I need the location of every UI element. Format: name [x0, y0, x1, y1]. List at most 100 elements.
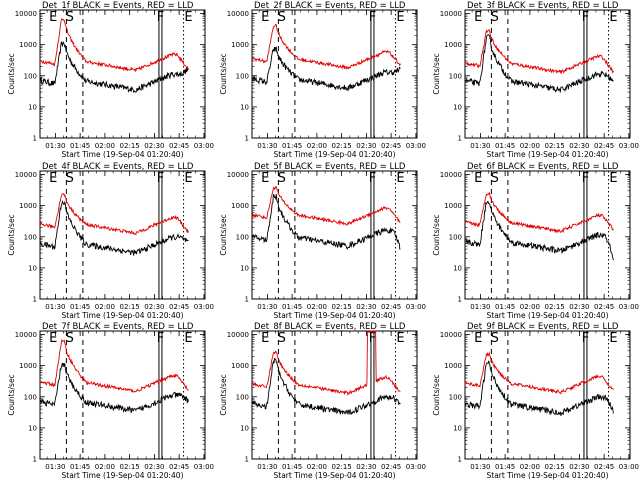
lld-curve	[251, 186, 401, 226]
detector-panel-7: Det_7f BLACK = Events, RED = LLD 1 10 100 10…	[7, 322, 214, 480]
interval-letter: E	[184, 331, 192, 346]
x-tick-label: 02:30	[144, 303, 164, 311]
x-tick-label: 01:45	[282, 142, 302, 150]
y-tick-label: 1000	[231, 41, 249, 49]
panel-title: Det_2f BLACK = Events, RED = LLD	[254, 1, 406, 11]
x-tick-label: 03:00	[619, 303, 639, 311]
events-curve	[464, 360, 614, 416]
y-axis-label: Counts/sec	[432, 374, 441, 415]
x-axis-label: Start Time (19-Sep-04 01:20:40)	[487, 471, 609, 480]
x-axis-label: Start Time (19-Sep-04 01:20:40)	[274, 150, 396, 159]
detector-panel-4: Det_4f BLACK = Events, RED = LLD 1 10 100 10…	[7, 162, 214, 320]
interval-letter: S	[66, 331, 74, 346]
lld-curve	[251, 23, 401, 71]
interval-letter: E	[396, 171, 404, 186]
x-tick-label: 01:30	[257, 142, 277, 150]
y-tick-label: 1	[458, 135, 462, 143]
y-tick-label: 100	[24, 72, 37, 80]
panel-title: Det_3f BLACK = Events, RED = LLD	[467, 1, 619, 11]
events-curve	[251, 194, 401, 250]
detector-panel-2: Det_2f BLACK = Events, RED = LLD 1 10 100 10…	[219, 1, 426, 159]
plot-frame	[251, 9, 418, 139]
x-tick-label: 01:30	[45, 463, 65, 471]
interval-letter: E	[609, 331, 617, 346]
x-tick-label: 02:45	[169, 303, 189, 311]
y-tick-label: 1000	[444, 362, 462, 370]
panel-title: Det_7f BLACK = Events, RED = LLD	[42, 322, 194, 332]
interval-letter: S	[66, 10, 74, 25]
x-tick-label: 03:00	[406, 142, 426, 150]
x-axis-label: Start Time (19-Sep-04 01:20:40)	[274, 471, 396, 480]
lld-curve	[464, 351, 614, 395]
plot-frame	[464, 170, 631, 300]
panel-title: Det_4f BLACK = Events, RED = LLD	[42, 162, 194, 172]
x-tick-label: 02:45	[594, 142, 614, 150]
events-curve	[464, 200, 614, 261]
x-tick-label: 01:45	[495, 303, 515, 311]
x-tick-label: 02:15	[545, 463, 565, 471]
y-tick-label: 10	[240, 103, 249, 111]
y-tick-label: 10000	[440, 171, 462, 179]
events-curve	[251, 46, 401, 92]
x-tick-label: 01:45	[70, 463, 90, 471]
x-tick-label: 01:45	[70, 142, 90, 150]
x-tick-label: 02:45	[381, 303, 401, 311]
x-tick-label: 03:00	[406, 303, 426, 311]
x-tick-label: 01:45	[282, 303, 302, 311]
interval-letter: F	[369, 171, 376, 186]
x-axis-label: Start Time (19-Sep-04 01:20:40)	[274, 311, 396, 320]
y-tick-label: 10	[28, 264, 37, 272]
plot-frame	[39, 170, 206, 300]
y-tick-label: 1	[33, 135, 37, 143]
y-tick-label: 100	[236, 393, 249, 401]
interval-letter: S	[491, 331, 499, 346]
x-tick-label: 02:15	[120, 142, 140, 150]
x-tick-label: 01:45	[282, 463, 302, 471]
x-tick-label: 02:00	[520, 142, 540, 150]
y-tick-label: 10	[28, 424, 37, 432]
x-tick-label: 02:15	[332, 303, 352, 311]
y-tick-label: 10000	[227, 10, 249, 18]
plot-frame	[39, 330, 206, 460]
y-tick-label: 10	[453, 264, 462, 272]
y-axis-label: Counts/sec	[219, 53, 228, 94]
x-tick-label: 02:00	[520, 303, 540, 311]
panel-title: Det_6f BLACK = Events, RED = LLD	[467, 162, 619, 172]
interval-letter: E	[609, 171, 617, 186]
y-tick-label: 1	[245, 135, 249, 143]
y-tick-label: 1000	[19, 41, 37, 49]
x-tick-label: 01:45	[495, 142, 515, 150]
y-tick-label: 10	[28, 103, 37, 111]
y-axis-label: Counts/sec	[7, 214, 16, 255]
interval-letter: E	[474, 171, 482, 186]
lld-curve	[39, 192, 189, 236]
y-tick-label: 10000	[227, 171, 249, 179]
events-curve	[39, 41, 189, 93]
x-tick-label: 02:00	[95, 303, 115, 311]
interval-letter: F	[582, 331, 589, 346]
plot-frame	[251, 330, 418, 460]
interval-letter: E	[49, 10, 57, 25]
y-tick-label: 1000	[231, 202, 249, 210]
interval-letter: F	[582, 171, 589, 186]
interval-letter: E	[184, 10, 192, 25]
interval-letter: F	[369, 331, 376, 346]
y-tick-label: 10000	[227, 331, 249, 339]
x-tick-label: 02:45	[169, 463, 189, 471]
x-tick-label: 03:00	[406, 463, 426, 471]
x-tick-label: 03:00	[194, 142, 214, 150]
interval-letter: F	[369, 10, 376, 25]
y-tick-label: 10000	[15, 171, 37, 179]
x-tick-label: 02:15	[332, 463, 352, 471]
y-tick-label: 100	[449, 393, 462, 401]
y-tick-label: 1000	[444, 202, 462, 210]
lld-curve	[251, 330, 401, 397]
x-tick-label: 03:00	[194, 303, 214, 311]
x-tick-label: 02:00	[520, 463, 540, 471]
y-tick-label: 10000	[440, 331, 462, 339]
x-tick-label: 02:30	[356, 303, 376, 311]
x-tick-label: 02:15	[545, 303, 565, 311]
events-curve	[39, 199, 189, 256]
detector-panel-1: Det_1f BLACK = Events, RED = LLD 1 10 100 10…	[7, 1, 214, 159]
